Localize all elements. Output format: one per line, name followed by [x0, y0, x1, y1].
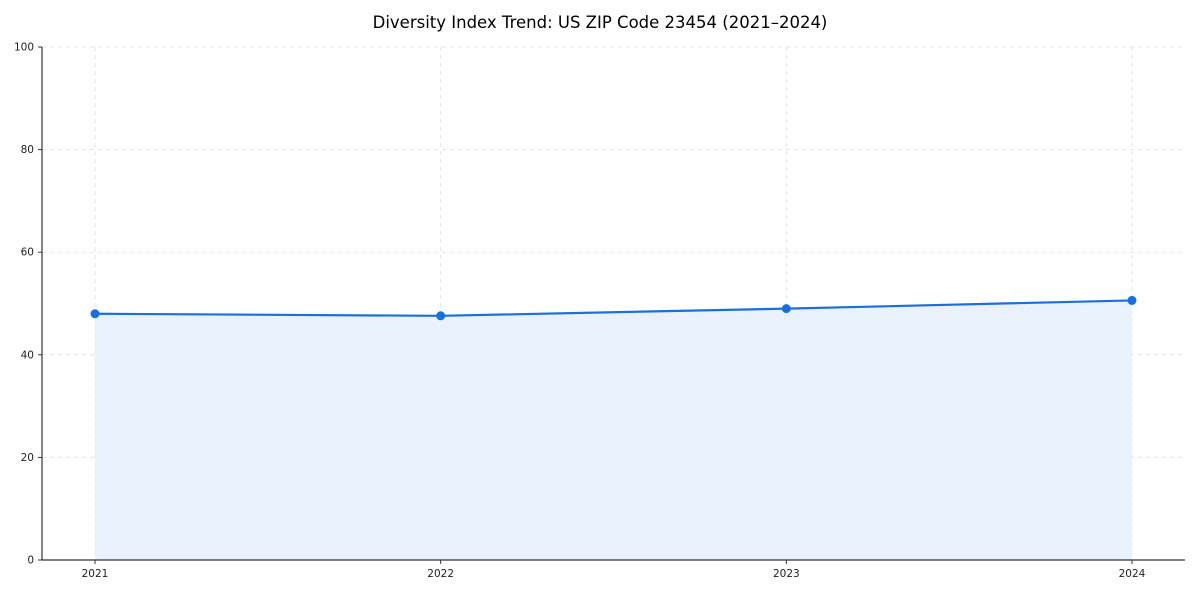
x-tick-label: 2023 [773, 568, 800, 580]
y-tick-label: 80 [21, 144, 34, 156]
chart-title: Diversity Index Trend: US ZIP Code 23454… [372, 13, 828, 32]
y-tick-label: 20 [21, 452, 34, 464]
y-tick-label: 60 [21, 247, 34, 259]
x-tick-label: 2022 [427, 568, 454, 580]
data-point [1127, 295, 1137, 305]
y-tick-label: 40 [21, 349, 34, 361]
data-point [436, 311, 446, 321]
data-point [781, 304, 791, 314]
y-tick-label: 0 [27, 555, 34, 567]
data-point [90, 309, 100, 319]
x-tick-label: 2021 [82, 568, 109, 580]
x-tick-label: 2024 [1119, 568, 1146, 580]
trend-line [93, 299, 1134, 317]
area-fill [95, 300, 1132, 560]
y-tick-label: 100 [14, 42, 34, 54]
